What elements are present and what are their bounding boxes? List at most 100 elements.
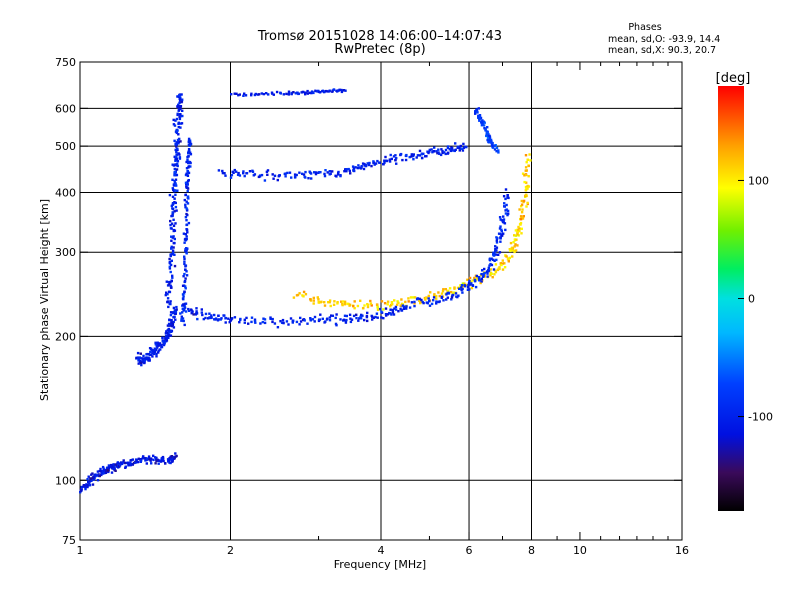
scatter-point [171, 214, 174, 218]
scatter-point [213, 313, 216, 317]
scatter-point [483, 271, 486, 275]
scatter-point [508, 256, 511, 260]
scatter-point [263, 179, 267, 182]
scatter-point [513, 245, 516, 248]
scatter-point [271, 320, 274, 324]
scatter-point [328, 301, 331, 304]
scatter-point [399, 152, 403, 156]
scatter-point [363, 162, 366, 166]
scatter-point [237, 171, 240, 175]
scatter-point [185, 274, 189, 277]
scatter-point [342, 89, 346, 92]
y-tick-label: 300 [55, 246, 76, 259]
scatter-point [142, 457, 145, 460]
scatter-point [431, 151, 434, 154]
scatter-point [174, 178, 178, 181]
scatter-point [428, 300, 431, 303]
scatter-point [138, 360, 142, 364]
scatter-point [363, 318, 366, 322]
scatter-point [186, 183, 189, 186]
scatter-point [298, 171, 301, 174]
scatter-point [86, 478, 89, 481]
scatter-point [318, 318, 322, 321]
scatter-point [405, 307, 408, 310]
scatter-point [368, 161, 371, 165]
scatter-point [166, 300, 169, 304]
scatter-point [99, 467, 102, 471]
scatter-point [528, 153, 531, 156]
scatter-point [502, 232, 505, 235]
scatter-point [509, 241, 513, 245]
scatter-point [235, 170, 238, 173]
scatter-point [181, 293, 185, 296]
scatter-point [399, 304, 402, 307]
scatter-point [183, 272, 186, 276]
scatter-point [386, 300, 390, 303]
scatter-point [383, 161, 386, 164]
scatter-point [497, 151, 500, 154]
scatter-point [444, 288, 447, 291]
scatter-point [174, 148, 177, 152]
scatter-point [345, 168, 348, 171]
scatter-point [437, 148, 440, 151]
scatter-point [367, 163, 371, 167]
scatter-point [80, 485, 83, 489]
scatter-point [412, 158, 415, 161]
scatter-point [170, 259, 173, 262]
scatter-point [470, 286, 474, 290]
scatter-point [104, 471, 108, 474]
scatter-point [182, 232, 186, 235]
scatter-point [388, 160, 392, 163]
scatter-point [309, 298, 312, 301]
scatter-point [281, 318, 285, 322]
scatter-point [356, 304, 360, 308]
scatter-point [143, 359, 146, 362]
scatter-point [500, 228, 503, 231]
scatter-point [157, 462, 160, 465]
scatter-point [260, 173, 264, 177]
scatter-point [333, 300, 336, 303]
scatter-point [438, 300, 441, 303]
scatter-point [307, 177, 310, 180]
scatter-point [84, 484, 88, 487]
scatter-point [482, 124, 486, 127]
scatter-point [174, 318, 177, 321]
scatter-point [395, 157, 398, 160]
scatter-point [120, 461, 123, 464]
scatter-point [290, 176, 293, 179]
scatter-point [135, 356, 138, 359]
scatter-point [84, 486, 87, 489]
scatter-point [413, 300, 416, 304]
scatter-point [374, 315, 377, 319]
scatter-point [343, 303, 347, 306]
scatter-point [525, 173, 528, 177]
scatter-point [235, 92, 238, 95]
scatter-point [132, 461, 136, 465]
scatter-point [525, 181, 528, 184]
scatter-point [420, 156, 424, 160]
scatter-point [162, 459, 165, 463]
scatter-point [520, 211, 524, 214]
scatter-point [168, 461, 171, 464]
scatter-point [446, 292, 449, 295]
scatter-point [427, 294, 430, 298]
scatter-point [394, 154, 397, 157]
scatter-point [170, 324, 174, 328]
scatter-point [519, 218, 523, 221]
scatter-point [185, 235, 188, 238]
scatter-point [186, 170, 189, 173]
scatter-point [404, 158, 408, 162]
scatter-point [422, 301, 425, 305]
scatter-point [187, 139, 191, 143]
scatter-point [184, 203, 187, 206]
scatter-point [144, 457, 148, 460]
scatter-point [390, 157, 393, 161]
scatter-point [496, 268, 500, 272]
scatter-point [435, 150, 438, 153]
scatter-point [250, 316, 254, 319]
scatter-point [282, 321, 285, 325]
scatter-point [454, 148, 457, 151]
scatter-point [443, 151, 446, 154]
scatter-point [100, 470, 103, 473]
scatter-point [271, 92, 274, 95]
